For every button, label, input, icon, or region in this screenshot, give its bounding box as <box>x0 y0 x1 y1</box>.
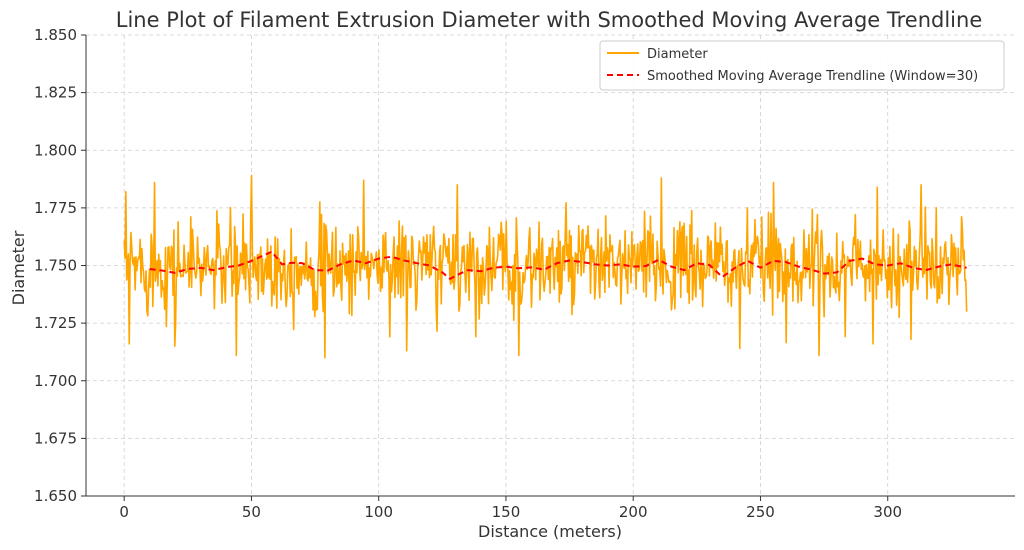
x-tick-label: 0 <box>119 503 129 521</box>
series-line-moving-average <box>149 250 967 280</box>
legend-label-moving-average: Smoothed Moving Average Trendline (Windo… <box>647 69 978 84</box>
y-tick-label: 1.750 <box>34 257 77 275</box>
chart-title: Line Plot of Filament Extrusion Diameter… <box>116 8 983 32</box>
axis-ticks: 0 50 100 150 200 250 300 1.650 1.675 1.700 1.725 1.… <box>34 26 902 521</box>
y-tick-label: 1.700 <box>34 372 77 390</box>
x-tick-label: 200 <box>619 503 648 521</box>
x-axis-label: Distance (meters) <box>478 522 622 541</box>
x-tick-label: 50 <box>242 503 261 521</box>
legend: Diameter Smoothed Moving Average Trendli… <box>599 40 1005 91</box>
y-tick-label: 1.825 <box>34 84 77 102</box>
x-tick-label: 100 <box>364 503 393 521</box>
y-axis-label: Diameter <box>9 230 28 305</box>
x-tick-label: 150 <box>492 503 521 521</box>
y-tick-label: 1.775 <box>34 199 77 217</box>
y-tick-label: 1.675 <box>34 429 77 447</box>
y-tick-label: 1.650 <box>34 487 77 505</box>
x-tick-label: 300 <box>873 503 902 521</box>
y-tick-label: 1.725 <box>34 314 77 332</box>
x-tick-label: 250 <box>746 503 775 521</box>
y-tick-label: 1.800 <box>34 141 77 159</box>
y-tick-label: 1.850 <box>34 26 77 44</box>
plot-series <box>123 174 968 359</box>
legend-box <box>599 40 1005 91</box>
legend-label-diameter: Diameter <box>647 47 708 62</box>
